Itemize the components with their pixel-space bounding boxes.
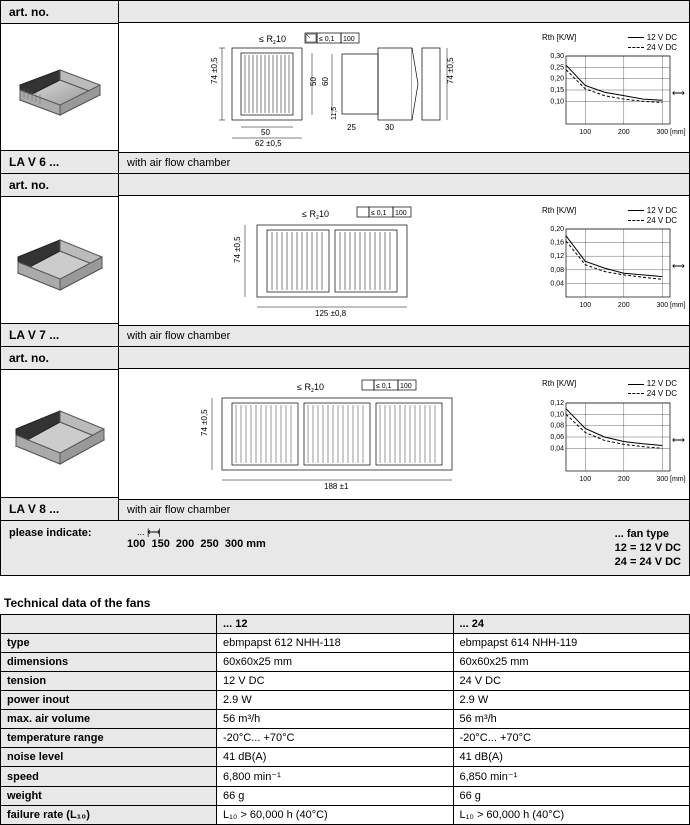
- table-row: temperature range-20°C... +70°C-20°C... …: [1, 729, 690, 748]
- rth-chart: Rth [K/W] 12 V DC 24 V DC 0,120,100,080,…: [538, 375, 683, 492]
- svg-text:50: 50: [309, 77, 318, 86]
- length-options: 100 150 200 250 300 mm: [127, 538, 266, 550]
- svg-text:100: 100: [395, 210, 407, 217]
- table-row: weight66 g66 g: [1, 787, 690, 806]
- table-row: failure rate (L₁₀)L₁₀ > 60,000 h (40°C)L…: [1, 806, 690, 825]
- svg-text:100: 100: [343, 36, 355, 43]
- model-label: LA V 8 ...: [1, 497, 118, 520]
- svg-text:0,08: 0,08: [550, 267, 564, 274]
- svg-text:≤ 0,1: ≤ 0,1: [376, 383, 392, 390]
- product-image: [1, 197, 118, 323]
- product-lav8: art. no. LA V 8 ...: [0, 347, 690, 520]
- indicate-label: please indicate:: [9, 527, 127, 570]
- svg-text:≤ 0,1: ≤ 0,1: [371, 210, 387, 217]
- svg-text:25: 25: [347, 123, 356, 132]
- svg-text:[mm]: [mm]: [670, 302, 686, 309]
- svg-text:200: 200: [618, 129, 630, 136]
- subtitle: with air flow chamber: [119, 325, 689, 346]
- svg-text:[mm]: [mm]: [670, 129, 686, 136]
- model-label: LA V 6 ...: [1, 150, 118, 173]
- svg-text:60: 60: [321, 77, 330, 86]
- fan-type-options: ... fan type 12 = 12 V DC 24 = 24 V DC: [615, 527, 681, 570]
- svg-text:0,20: 0,20: [550, 76, 564, 83]
- table-row: typeebmpapst 612 NHH-118ebmpapst 614 NHH…: [1, 634, 690, 653]
- svg-text:0,06: 0,06: [550, 434, 564, 441]
- svg-text:74 ±0,5: 74 ±0,5: [446, 57, 455, 84]
- svg-text:⟷: ⟷: [672, 261, 685, 271]
- table-row: power inout2.9 W2.9 W: [1, 691, 690, 710]
- svg-text:0,10: 0,10: [550, 411, 564, 418]
- svg-text:⟷: ⟷: [672, 88, 685, 98]
- svg-text:0,04: 0,04: [550, 445, 564, 452]
- svg-text:100: 100: [579, 476, 591, 483]
- col-24: ... 24: [453, 615, 690, 634]
- rth-chart: Rth [K/W] 12 V DC 24 V DC 0,300,250,200,…: [538, 29, 683, 146]
- indicate-row: please indicate: ... |⟷| 100 150 200 250…: [0, 521, 690, 577]
- table-row: tension12 V DC24 V DC: [1, 672, 690, 691]
- svg-text:74 ±0,5: 74 ±0,5: [233, 236, 242, 263]
- product-image: [1, 24, 118, 150]
- svg-text:≤ Rz10: ≤ Rz10: [302, 209, 329, 221]
- art-no-header: art. no.: [1, 1, 119, 24]
- svg-text:188 ±1: 188 ±1: [324, 482, 349, 491]
- svg-text:200: 200: [618, 302, 630, 309]
- svg-text:200: 200: [618, 476, 630, 483]
- svg-text:11,5: 11,5: [331, 107, 338, 120]
- svg-text:100: 100: [579, 302, 591, 309]
- subtitle: with air flow chamber: [119, 152, 689, 173]
- technical-drawing: 74 ±0,5 188 ±1 ≤ Rz10 ≤ 0,1 100: [125, 375, 538, 492]
- table-row: max. air volume56 m³/h56 m³/h: [1, 710, 690, 729]
- svg-text:74 ±0,5: 74 ±0,5: [200, 409, 209, 436]
- table-row: noise level41 dB(A)41 dB(A): [1, 748, 690, 767]
- svg-text:30: 30: [385, 123, 394, 132]
- svg-text:0,04: 0,04: [550, 281, 564, 288]
- svg-text:74 ±0,5: 74 ±0,5: [210, 57, 219, 84]
- svg-text:300: 300: [656, 129, 668, 136]
- tech-data-table: ... 12... 24 typeebmpapst 612 NHH-118ebm…: [0, 614, 690, 825]
- technical-drawing: 74 ±0,5 50 62 ±0,5 50 60 11,5 74 ±0,5 25: [125, 29, 538, 146]
- product-lav7: art. no. LA V 7 ...: [0, 174, 690, 347]
- col-12: ... 12: [217, 615, 454, 634]
- art-no-header: art. no.: [1, 347, 119, 370]
- svg-text:100: 100: [400, 383, 412, 390]
- svg-text:0,12: 0,12: [550, 400, 564, 407]
- svg-text:100: 100: [579, 129, 591, 136]
- svg-text:0,25: 0,25: [550, 65, 564, 72]
- tech-data-title: Technical data of the fans: [4, 596, 690, 610]
- svg-text:0,08: 0,08: [550, 422, 564, 429]
- svg-text:0,30: 0,30: [550, 53, 564, 60]
- product-image: [1, 370, 118, 496]
- svg-text:300: 300: [656, 302, 668, 309]
- technical-drawing: 74 ±0,5 125 ±0,8 ≤ Rz10 ≤ 0,1 100: [125, 202, 538, 319]
- svg-text:0,10: 0,10: [550, 99, 564, 106]
- svg-text:≤ Rz10: ≤ Rz10: [297, 382, 324, 394]
- model-label: LA V 7 ...: [1, 323, 118, 346]
- svg-text:300: 300: [656, 476, 668, 483]
- subtitle: with air flow chamber: [119, 499, 689, 520]
- svg-text:≤ Rz10: ≤ Rz10: [259, 34, 286, 46]
- table-row: dimensions60x60x25 mm60x60x25 mm: [1, 653, 690, 672]
- svg-text:62 ±0,5: 62 ±0,5: [255, 139, 282, 148]
- product-lav6: art. no. LA V 6 ...: [0, 0, 690, 174]
- svg-text:⟷: ⟷: [672, 435, 685, 445]
- svg-text:[mm]: [mm]: [670, 476, 686, 483]
- svg-text:0,15: 0,15: [550, 87, 564, 94]
- svg-text:0,16: 0,16: [550, 240, 564, 247]
- svg-text:0,12: 0,12: [550, 254, 564, 261]
- rth-chart: Rth [K/W] 12 V DC 24 V DC 0,200,160,120,…: [538, 202, 683, 319]
- svg-text:0,20: 0,20: [550, 226, 564, 233]
- art-no-header: art. no.: [1, 174, 119, 197]
- svg-text:≤ 0,1: ≤ 0,1: [319, 36, 335, 43]
- svg-text:50: 50: [261, 128, 270, 137]
- svg-text:125 ±0,8: 125 ±0,8: [315, 309, 347, 318]
